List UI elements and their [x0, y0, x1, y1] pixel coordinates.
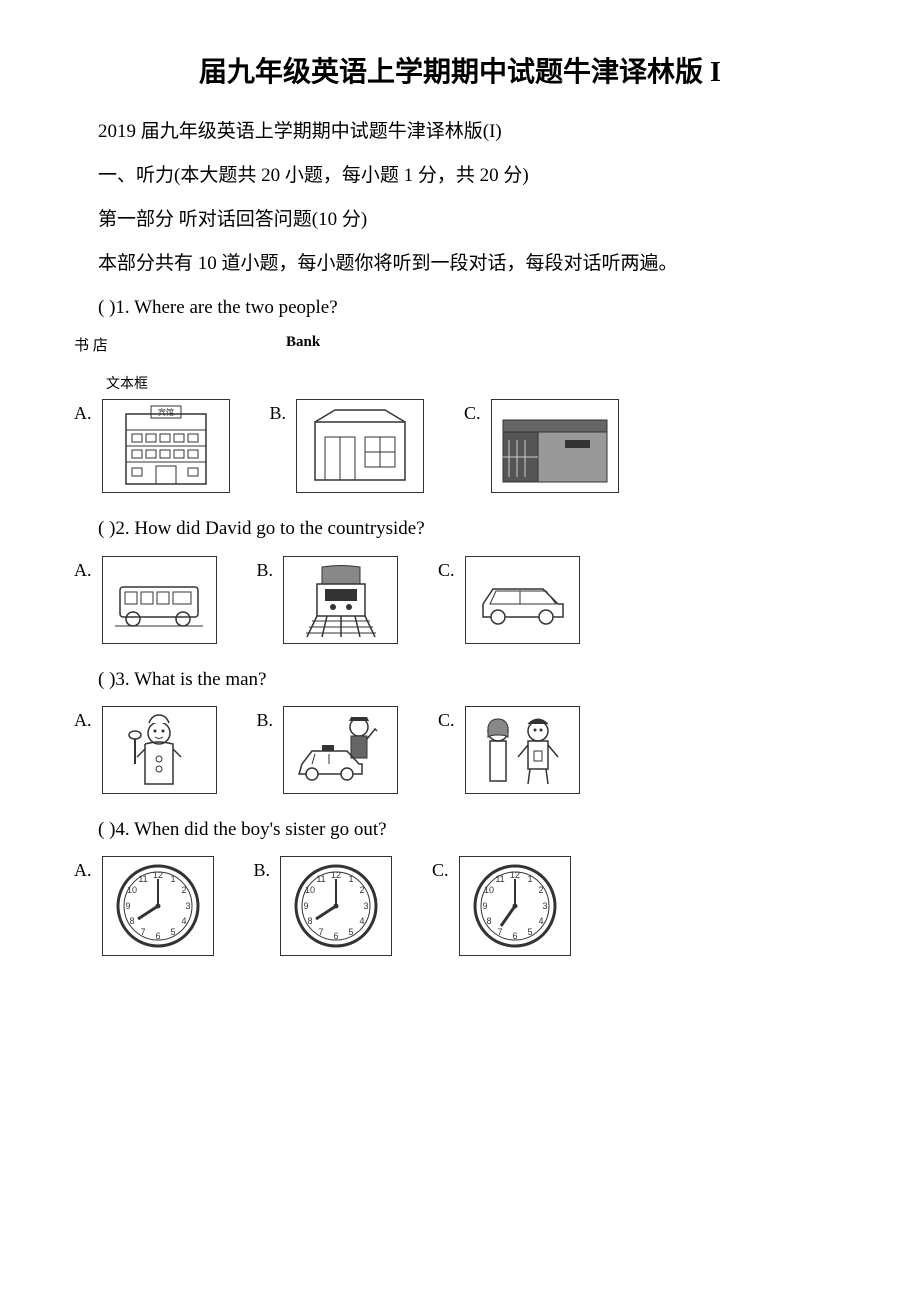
svg-text:6: 6 — [155, 931, 160, 941]
building-image — [491, 399, 619, 493]
q4-option-a: A. 12 1 2 3 4 5 6 7 8 9 10 11 — [74, 856, 214, 956]
q3-option-b: B. — [257, 706, 399, 794]
option-label: B. — [254, 860, 271, 881]
svg-text:4: 4 — [360, 916, 365, 926]
option-label: C. — [438, 560, 455, 581]
q3-text: What is the man? — [134, 669, 266, 690]
train-image — [283, 556, 398, 644]
svg-text:8: 8 — [308, 916, 313, 926]
q1-option-b: B. — [270, 399, 425, 493]
svg-text:1: 1 — [527, 874, 532, 884]
option-label: A. — [74, 560, 92, 581]
bus-image — [102, 556, 217, 644]
q3-prefix: ( )3. — [98, 669, 134, 690]
svg-text:12: 12 — [331, 870, 341, 880]
section-heading: 一、听力(本大题共 20 小题，每小题 1 分，共 20 分) — [60, 158, 860, 194]
option-label: B. — [257, 710, 274, 731]
instruction: 本部分共有 10 道小题，每小题你将听到一段对话，每段对话听两遍。 — [60, 246, 860, 282]
svg-text:12: 12 — [510, 870, 520, 880]
question-1: ( )1. Where are the two people? — [60, 290, 860, 326]
bank-label: Bank — [286, 334, 320, 351]
svg-text:7: 7 — [140, 927, 145, 937]
page-title: 届九年级英语上学期期中试题牛津译林版 I — [60, 50, 860, 90]
svg-text:8: 8 — [129, 916, 134, 926]
q2-prefix: ( )2. — [98, 518, 134, 539]
q2-option-c: C. — [438, 556, 580, 644]
svg-text:2: 2 — [538, 885, 543, 895]
svg-text:9: 9 — [304, 901, 309, 911]
option-label: C. — [464, 403, 481, 424]
question-3: ( )3. What is the man? — [60, 662, 860, 698]
svg-text:9: 9 — [482, 901, 487, 911]
svg-text:10: 10 — [126, 885, 136, 895]
option-label: B. — [257, 560, 274, 581]
q4-option-c: C. 12 1 2 3 4 5 6 7 8 9 10 11 — [432, 856, 571, 956]
q1-option-a: A. 宾馆 — [74, 399, 230, 493]
svg-text:3: 3 — [185, 901, 190, 911]
q2-option-b: B. — [257, 556, 399, 644]
svg-text:7: 7 — [319, 927, 324, 937]
q3-option-c: C. — [438, 706, 580, 794]
q2-text: How did David go to the countryside? — [134, 518, 424, 539]
svg-text:宾馆: 宾馆 — [158, 407, 174, 417]
q1-text: Where are the two people? — [134, 297, 338, 318]
teacher-image — [465, 706, 580, 794]
q3-option-a: A. — [74, 706, 217, 794]
q1-option-c: C. — [464, 399, 619, 493]
chef-image — [102, 706, 217, 794]
option-label: B. — [270, 403, 287, 424]
svg-text:1: 1 — [170, 874, 175, 884]
subtitle: 2019 届九年级英语上学期期中试题牛津译林版(I) — [60, 114, 860, 150]
part-heading: 第一部分 听对话回答问题(10 分) — [60, 202, 860, 238]
option-label: A. — [74, 403, 92, 424]
q1-options: A. 宾馆 — [60, 399, 860, 493]
bookstore-label: 书 店 — [74, 334, 148, 355]
clock-c-image: 12 1 2 3 4 5 6 7 8 9 10 11 — [459, 856, 571, 956]
question-4: ( )4. When did the boy's sister go out? — [60, 812, 860, 848]
q2-options: A. B. — [60, 556, 860, 644]
svg-text:2: 2 — [360, 885, 365, 895]
clock-a-image: 12 1 2 3 4 5 6 7 8 9 10 11 — [102, 856, 214, 956]
svg-text:11: 11 — [495, 874, 504, 884]
svg-text:11: 11 — [316, 874, 325, 884]
bank-image — [296, 399, 424, 493]
textbox-label: 文本框 — [106, 373, 148, 393]
q1-labels: 书 店 文本框 Bank — [60, 334, 860, 393]
svg-text:6: 6 — [334, 931, 339, 941]
hotel-image: 宾馆 — [102, 399, 230, 493]
q4-prefix: ( )4. — [98, 819, 134, 840]
svg-text:9: 9 — [125, 901, 130, 911]
svg-text:3: 3 — [364, 901, 369, 911]
svg-text:3: 3 — [542, 901, 547, 911]
svg-text:6: 6 — [512, 931, 517, 941]
svg-text:10: 10 — [305, 885, 315, 895]
svg-text:7: 7 — [497, 927, 502, 937]
clock-b-image: 12 1 2 3 4 5 6 7 8 9 10 11 — [280, 856, 392, 956]
svg-text:2: 2 — [181, 885, 186, 895]
svg-text:5: 5 — [527, 927, 532, 937]
option-label: A. — [74, 860, 92, 881]
car-image — [465, 556, 580, 644]
svg-text:5: 5 — [170, 927, 175, 937]
svg-text:12: 12 — [152, 870, 162, 880]
svg-text:11: 11 — [138, 874, 147, 884]
option-label: C. — [432, 860, 449, 881]
q1-prefix: ( )1. — [98, 297, 134, 318]
svg-text:10: 10 — [484, 885, 494, 895]
q4-option-b: B. 12 1 2 3 4 5 6 7 8 9 10 11 — [254, 856, 393, 956]
svg-text:8: 8 — [486, 916, 491, 926]
q2-option-a: A. — [74, 556, 217, 644]
svg-text:1: 1 — [349, 874, 354, 884]
q3-options: A. B. — [60, 706, 860, 794]
svg-text:4: 4 — [538, 916, 543, 926]
option-label: C. — [438, 710, 455, 731]
question-2: ( )2. How did David go to the countrysid… — [60, 511, 860, 547]
q4-text: When did the boy's sister go out? — [134, 819, 387, 840]
police-image — [283, 706, 398, 794]
svg-text:4: 4 — [181, 916, 186, 926]
q4-options: A. 12 1 2 3 4 5 6 7 8 9 10 11 — [60, 856, 860, 956]
svg-text:5: 5 — [349, 927, 354, 937]
option-label: A. — [74, 710, 92, 731]
